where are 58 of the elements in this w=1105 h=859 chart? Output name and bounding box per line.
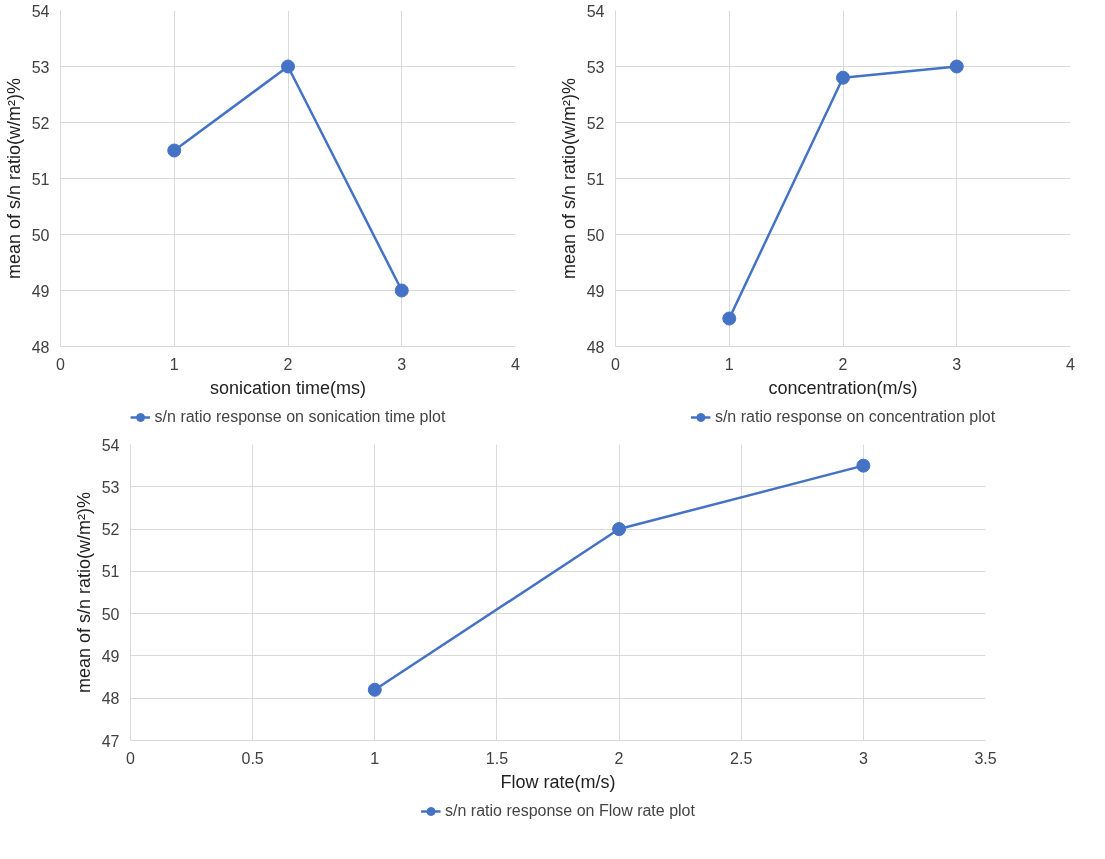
x-tick-label: 2 <box>614 749 624 767</box>
x-tick-label: 3 <box>397 355 407 373</box>
x-axis-title: Flow rate(m/s) <box>500 771 616 792</box>
x-tick-label: 2.5 <box>730 749 753 767</box>
x-tick-label: 1.5 <box>485 749 509 767</box>
y-tick-label: 48 <box>586 338 605 356</box>
x-tick-label: 2 <box>838 355 848 373</box>
x-tick-label: 2 <box>283 355 293 373</box>
y-axis-title: mean of s/n ratio(w/m²)% <box>558 77 579 280</box>
point <box>281 59 295 74</box>
x-tick-label: 1 <box>370 749 380 767</box>
point <box>949 59 964 74</box>
x-tick-label: 3 <box>858 749 868 767</box>
point <box>612 522 627 537</box>
y-tick-label: 52 <box>31 114 50 132</box>
y-tick-label: 49 <box>31 282 50 300</box>
y-tick-label: 53 <box>101 478 120 496</box>
x-tick-label: 4 <box>1066 355 1076 373</box>
x-axis-title: concentration(m/s) <box>768 377 918 398</box>
x-tick-label: 0 <box>611 355 621 373</box>
y-tick-label: 51 <box>101 563 120 581</box>
point <box>856 458 871 473</box>
y-tick-label: 52 <box>586 114 605 132</box>
y-tick-label: 51 <box>31 170 50 188</box>
legend-label: s/n ratio response on concentration plot <box>714 408 996 426</box>
y-tick-label: 53 <box>586 58 605 76</box>
point <box>722 311 737 326</box>
x-axis-title: sonication time(ms) <box>209 377 367 398</box>
x-tick-label: 4 <box>511 355 521 373</box>
point <box>367 682 382 697</box>
y-axis-title: mean of s/n ratio(w/m²)% <box>3 77 24 280</box>
y-tick-label: 54 <box>101 436 120 454</box>
x-tick-label: 0 <box>126 749 136 767</box>
y-tick-label: 50 <box>101 605 120 623</box>
y-axis-title: mean of s/n ratio(w/m²)% <box>73 491 94 694</box>
x-tick-label: 1 <box>169 355 179 373</box>
x-tick-label: 3.5 <box>974 749 997 767</box>
y-tick-label: 48 <box>31 338 50 356</box>
y-tick-label: 47 <box>101 732 120 750</box>
x-tick-label: 1 <box>724 355 734 373</box>
legend-label: s/n ratio response on sonication time plot <box>154 408 446 426</box>
point <box>394 283 409 298</box>
y-tick-label: 51 <box>586 170 605 188</box>
y-tick-label: 49 <box>101 647 120 665</box>
y-tick-label: 54 <box>31 2 50 20</box>
point <box>836 70 850 85</box>
x-tick-label: 0 <box>56 355 66 373</box>
y-tick-label: 50 <box>31 226 50 244</box>
y-tick-label: 52 <box>101 521 120 539</box>
point <box>167 143 182 158</box>
x-tick-label: 3 <box>952 355 962 373</box>
y-tick-label: 50 <box>586 226 605 244</box>
y-tick-label: 48 <box>101 690 120 708</box>
legend-label: s/n ratio response on Flow rate plot <box>445 802 695 820</box>
y-tick-label: 49 <box>586 282 605 300</box>
y-tick-label: 53 <box>31 58 50 76</box>
x-tick-label: 0.5 <box>241 749 264 767</box>
y-tick-label: 54 <box>586 2 605 20</box>
